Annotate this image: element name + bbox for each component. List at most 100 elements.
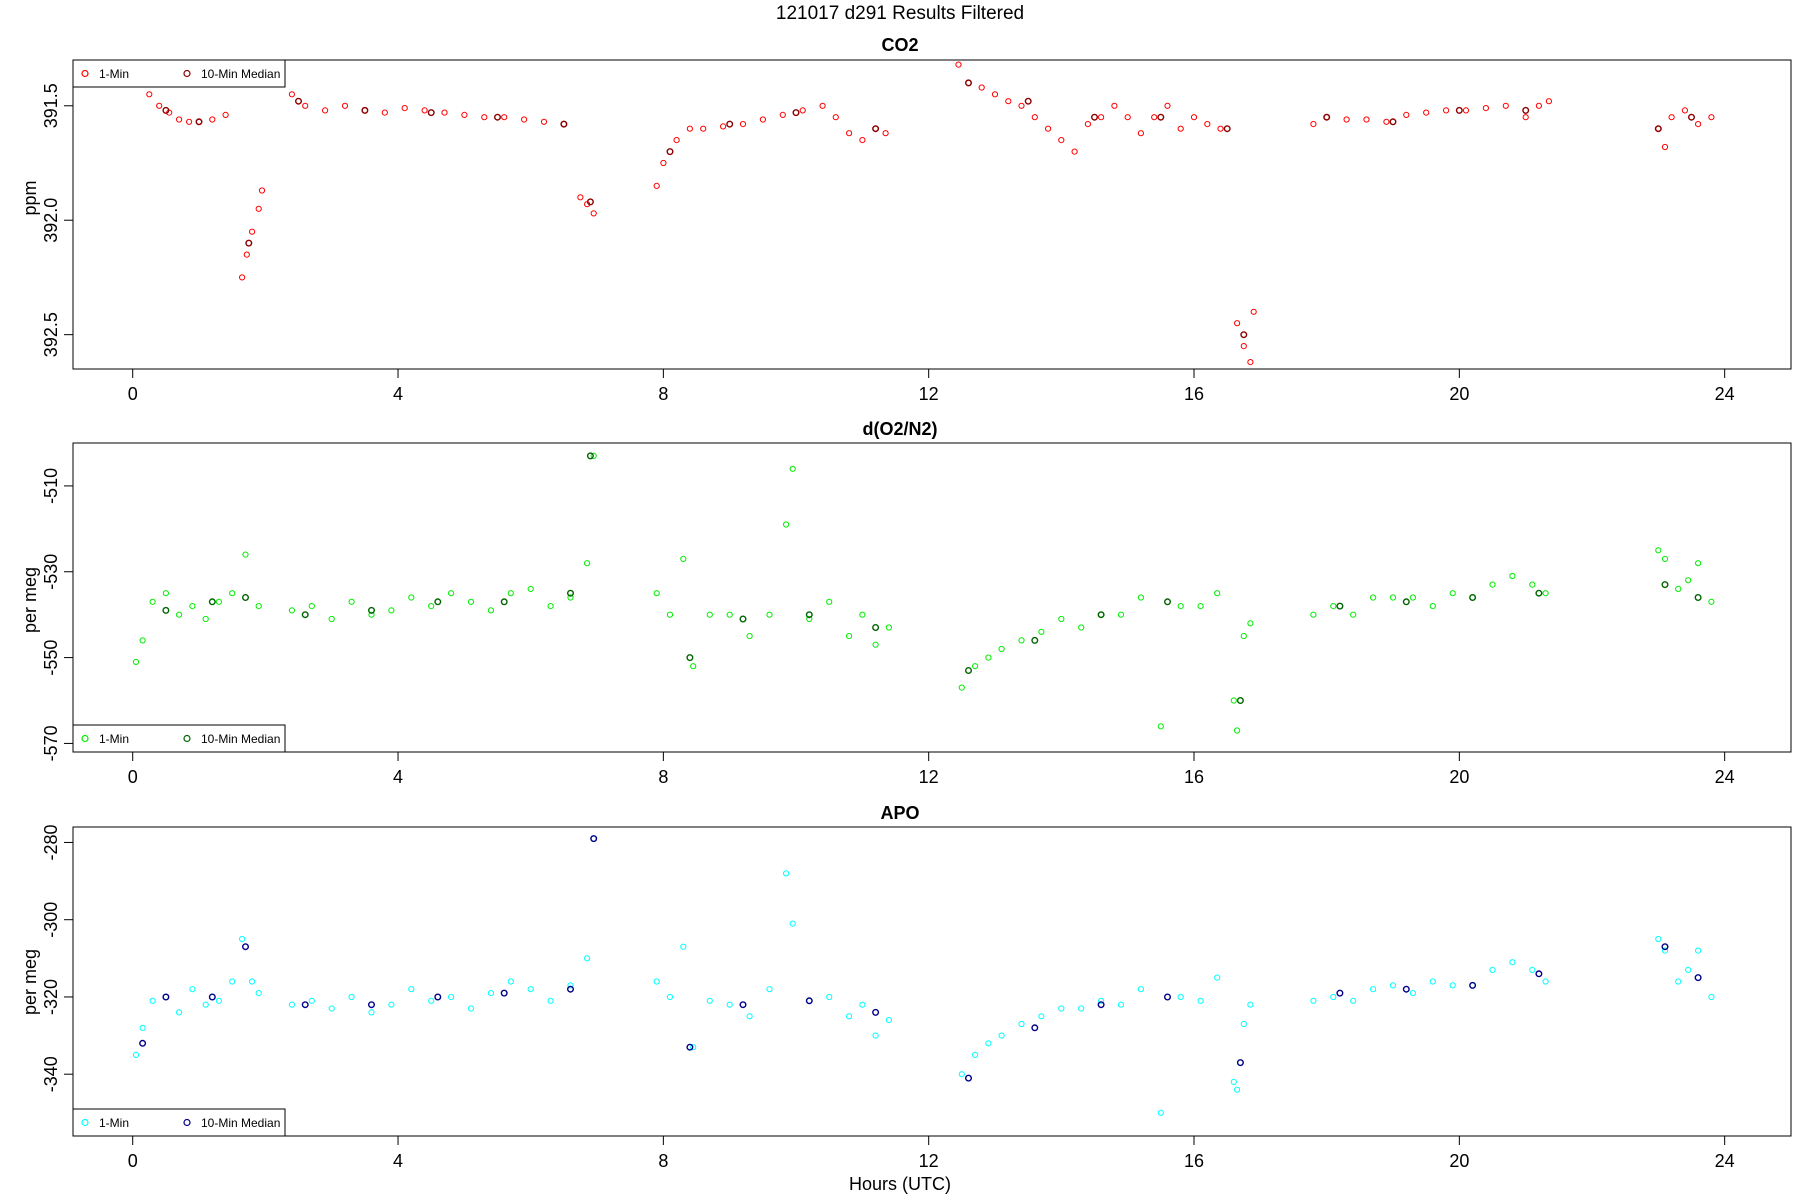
x-tick-label: 20 [1449,767,1469,787]
point-1-min [186,118,193,125]
point-10-min-median [686,654,694,662]
point-1-min [1509,572,1516,580]
point-1-min [706,997,713,1004]
point-10-min-median [805,997,813,1005]
point-1-min [1310,121,1317,128]
point-1-min [1522,114,1529,121]
point-10-min-median [500,598,508,606]
point-1-min [215,997,222,1004]
point-1-min [428,997,435,1004]
point-1-min [1389,594,1397,601]
point-1-min [1661,947,1669,954]
y-axis-title: per meg [20,567,40,633]
point-1-min [1542,590,1549,597]
point-1-min [1370,986,1377,993]
point-1-min [799,107,806,114]
point-1-min [1403,111,1410,119]
point-1-min [690,663,697,670]
point-1-min [156,102,163,109]
plot-frame [72,826,1792,1137]
point-1-min [991,91,999,98]
point-10-min-median [1163,598,1171,606]
point-1-min [720,123,727,130]
point-10-min-median [872,125,880,133]
point-10-min-median [586,452,594,460]
point-1-min [739,121,747,128]
point-1-min [487,607,494,614]
point-1-min [978,84,985,91]
point-1-min [985,1040,992,1047]
point-1-min [288,607,295,614]
point-1-min [215,598,222,605]
x-tick-label: 12 [919,384,939,404]
panel-title: d(O2/N2) [862,419,937,439]
plot-points [132,835,1715,1116]
point-1-min [341,102,349,109]
point-10-min-median [434,993,442,1001]
point-1-min [653,590,660,597]
point-1-min [1018,637,1025,644]
y-tick-label: -570 [41,725,61,761]
point-1-min [706,611,713,618]
point-1-min [653,978,660,985]
point-10-min-median [1694,974,1702,982]
point-1-min [1429,978,1436,985]
point-1-min [1098,114,1105,121]
legend-box [72,59,286,88]
point-1-min [308,603,315,610]
point-1-min [746,633,753,640]
x-tick-label: 8 [658,767,668,787]
x-tick-label: 0 [128,384,138,404]
point-1-min [1177,125,1184,132]
point-1-min [1214,590,1221,597]
point-10-min-median [1024,97,1032,105]
point-1-min [859,137,866,144]
point-1-min [527,585,534,593]
point-10-min-median [1654,125,1662,133]
point-1-min [1529,581,1536,588]
point-1-min [1330,603,1337,610]
point-1-min [590,452,597,459]
point-1-min [1668,114,1675,121]
point-1-min [1058,615,1065,623]
point-1-min [1117,611,1125,618]
y-axis: -570 -550 -530 -510 [41,468,73,761]
point-1-min [1708,598,1715,605]
point-10-min-median [295,97,303,105]
point-1-min [1137,130,1145,137]
point-1-min [1111,102,1118,109]
point-1-min [1545,98,1553,105]
point-1-min [846,633,853,640]
point-1-min [249,978,256,985]
point-1-min [885,624,893,631]
x-tick-label: 0 [128,767,138,787]
point-10-min-median [1402,985,1410,993]
y-axis: -340 -320 -300 -280 [41,824,73,1092]
point-10-min-median [567,589,575,597]
point-10-min-median [567,985,575,993]
point-1-min [779,111,786,119]
point-1-min [408,594,415,601]
point-1-min [789,920,796,927]
point-1-min [408,986,415,993]
plot-points [132,452,1715,734]
point-1-min [1449,982,1456,989]
point-10-min-median [739,615,747,623]
point-10-min-median [195,118,203,126]
point-1-min [1137,594,1145,601]
point-1-min [1177,993,1184,1001]
point-1-min [1078,624,1085,631]
panel-apo: APO per meg -340 -320 -300 -280 0 4 8 12 16 20 24… [20,803,1792,1171]
point-1-min [1058,137,1065,144]
x-tick-label: 12 [919,767,939,787]
point-10-min-median [427,109,435,117]
point-1-min [255,990,262,997]
y-tick-label: 392.5 [41,312,61,357]
point-1-min [202,1001,209,1008]
point-1-min [783,870,790,877]
point-1-min [1708,993,1715,1001]
point-1-min [1084,121,1092,128]
point-1-min [146,91,153,98]
x-tick-label: 8 [658,1151,668,1171]
